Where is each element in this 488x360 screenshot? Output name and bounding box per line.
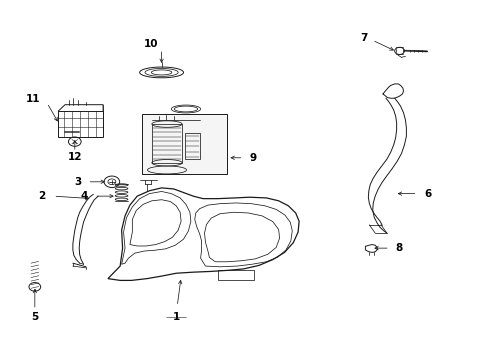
Text: 9: 9 (249, 153, 256, 163)
Text: 5: 5 (31, 312, 39, 322)
Text: 6: 6 (423, 189, 430, 199)
Text: 4: 4 (80, 191, 87, 201)
Bar (142, 114, 227, 174)
Text: 7: 7 (359, 33, 366, 43)
Text: 3: 3 (74, 177, 81, 187)
Bar (217, 270, 254, 280)
Text: 12: 12 (67, 152, 82, 162)
Bar (58, 111, 103, 137)
Text: 1: 1 (172, 312, 180, 322)
Text: 2: 2 (38, 191, 45, 201)
Bar (152, 124, 182, 163)
Text: 10: 10 (143, 40, 158, 49)
Bar (184, 134, 199, 159)
Text: 11: 11 (26, 94, 41, 104)
Text: 8: 8 (395, 243, 402, 253)
